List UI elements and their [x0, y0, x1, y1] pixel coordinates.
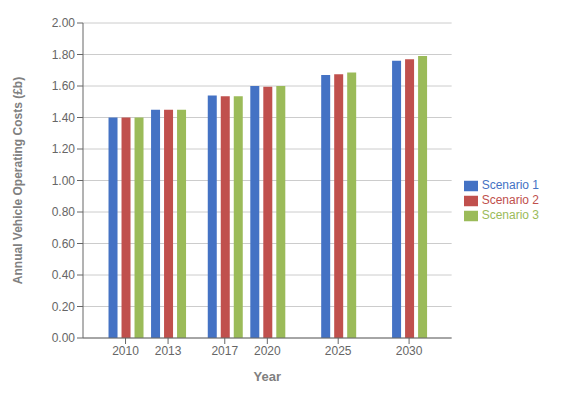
svg-text:2020: 2020 [254, 344, 281, 358]
html-text:Scenario 3: Scenario 3 [481, 207, 539, 222]
svg-text:2025: 2025 [325, 344, 352, 358]
html-text:Scenario 1: Scenario 1 [481, 178, 539, 193]
svg-text:2030: 2030 [396, 344, 423, 358]
svg-text:1.00: 1.00 [52, 174, 76, 188]
svg-text:Annual Vehicle Operating Costs: Annual Vehicle Operating Costs (£b) [11, 77, 25, 284]
svg-text:0.20: 0.20 [52, 300, 76, 314]
svg-text:1.40: 1.40 [52, 111, 76, 125]
svg-text:2017: 2017 [211, 344, 238, 358]
svg-text:2.00: 2.00 [52, 16, 76, 30]
svg-text:1.80: 1.80 [52, 48, 76, 62]
svg-text:2013: 2013 [155, 344, 182, 358]
svg-text:0.80: 0.80 [52, 205, 76, 219]
svg-text:Year: Year [254, 369, 281, 384]
html-text:Scenario 2: Scenario 2 [481, 193, 539, 208]
svg-text:0.60: 0.60 [52, 237, 76, 251]
svg-text:1.60: 1.60 [52, 79, 76, 93]
svg-text:2010: 2010 [112, 344, 139, 358]
svg-text:0.40: 0.40 [52, 268, 76, 282]
svg-text:1.20: 1.20 [52, 142, 76, 156]
svg-text:0.00: 0.00 [52, 331, 76, 345]
